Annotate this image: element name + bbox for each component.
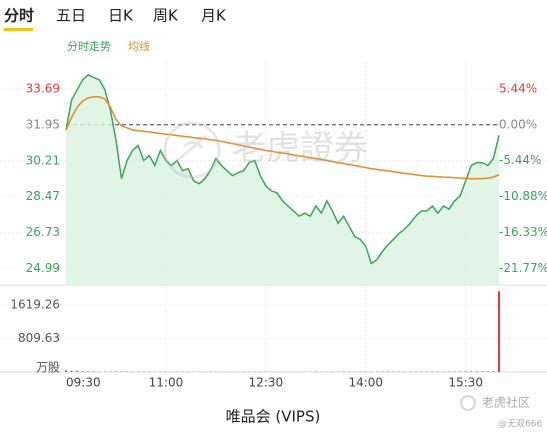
y-tick-label: 26.73 bbox=[26, 225, 60, 239]
volume-bar bbox=[459, 371, 462, 372]
tab[interactable]: 日K bbox=[108, 7, 134, 25]
watermark-logo bbox=[175, 134, 207, 164]
volume-bar bbox=[81, 371, 84, 372]
price-line bbox=[65, 73, 500, 265]
watermark: 老虎證券 bbox=[163, 121, 368, 179]
brand-logo bbox=[460, 395, 476, 411]
tab[interactable]: 周K bbox=[153, 7, 179, 25]
y-tick-label: 24.99 bbox=[26, 261, 60, 275]
y-tick-label: 30.21 bbox=[26, 153, 60, 167]
user: @无双666 bbox=[498, 419, 542, 430]
tab[interactable]: 月K bbox=[201, 7, 227, 25]
y2-tick-label: -21.77% bbox=[499, 261, 547, 275]
legend-entry: 均线 bbox=[128, 39, 150, 53]
tab[interactable]: 五日 bbox=[56, 7, 86, 25]
volume-bar bbox=[92, 371, 95, 372]
x-tick-label: 11:00 bbox=[149, 376, 184, 390]
y2-tick-label: -10.88% bbox=[499, 189, 547, 203]
volume-bar bbox=[76, 370, 79, 372]
tab-underline bbox=[4, 28, 33, 31]
y-tick-label: 31.95 bbox=[26, 117, 60, 131]
volume-bar bbox=[470, 371, 473, 372]
volume-bar bbox=[486, 371, 489, 372]
legend-entry: 分时走势 bbox=[67, 40, 111, 53]
volume-bar bbox=[114, 371, 117, 372]
volume-bar bbox=[492, 371, 495, 372]
tab[interactable]: 分时 bbox=[4, 7, 34, 25]
watermark-logo bbox=[163, 121, 221, 179]
volume-bar bbox=[120, 371, 123, 372]
footer-title: 唯品会 (VIPS) bbox=[226, 408, 321, 426]
volume-tick-label: 万股 bbox=[36, 361, 60, 375]
volume-bar bbox=[498, 291, 500, 372]
x-tick-label: 14:00 bbox=[348, 376, 383, 390]
volume-bar bbox=[464, 371, 467, 372]
y2-tick-label: -5.44% bbox=[499, 153, 541, 167]
y-tick-label: 28.47 bbox=[26, 189, 60, 203]
volume-bar bbox=[70, 370, 73, 372]
y2-tick-label: -16.33% bbox=[499, 225, 547, 239]
volume-bar bbox=[87, 371, 90, 372]
price-area bbox=[66, 74, 499, 285]
y2-tick-label: 0.00% bbox=[499, 117, 537, 131]
volume-bar bbox=[65, 370, 67, 372]
volume-tick-label: 1619.26 bbox=[10, 297, 60, 311]
x-tick-label: 15:30 bbox=[448, 376, 483, 390]
y2-tick-label: 5.44% bbox=[499, 81, 537, 95]
y-tick-label: 33.69 bbox=[26, 81, 60, 95]
volume-bar bbox=[481, 371, 484, 372]
average-line bbox=[65, 96, 500, 180]
brand: 老虎社区 bbox=[482, 395, 530, 410]
x-tick-label: 12:30 bbox=[249, 376, 284, 390]
x-tick-label: 09:30 bbox=[66, 376, 101, 390]
volume-tick-label: 809.63 bbox=[18, 331, 60, 345]
volume-bar bbox=[475, 371, 478, 372]
watermark-text: 老虎證券 bbox=[232, 129, 368, 169]
